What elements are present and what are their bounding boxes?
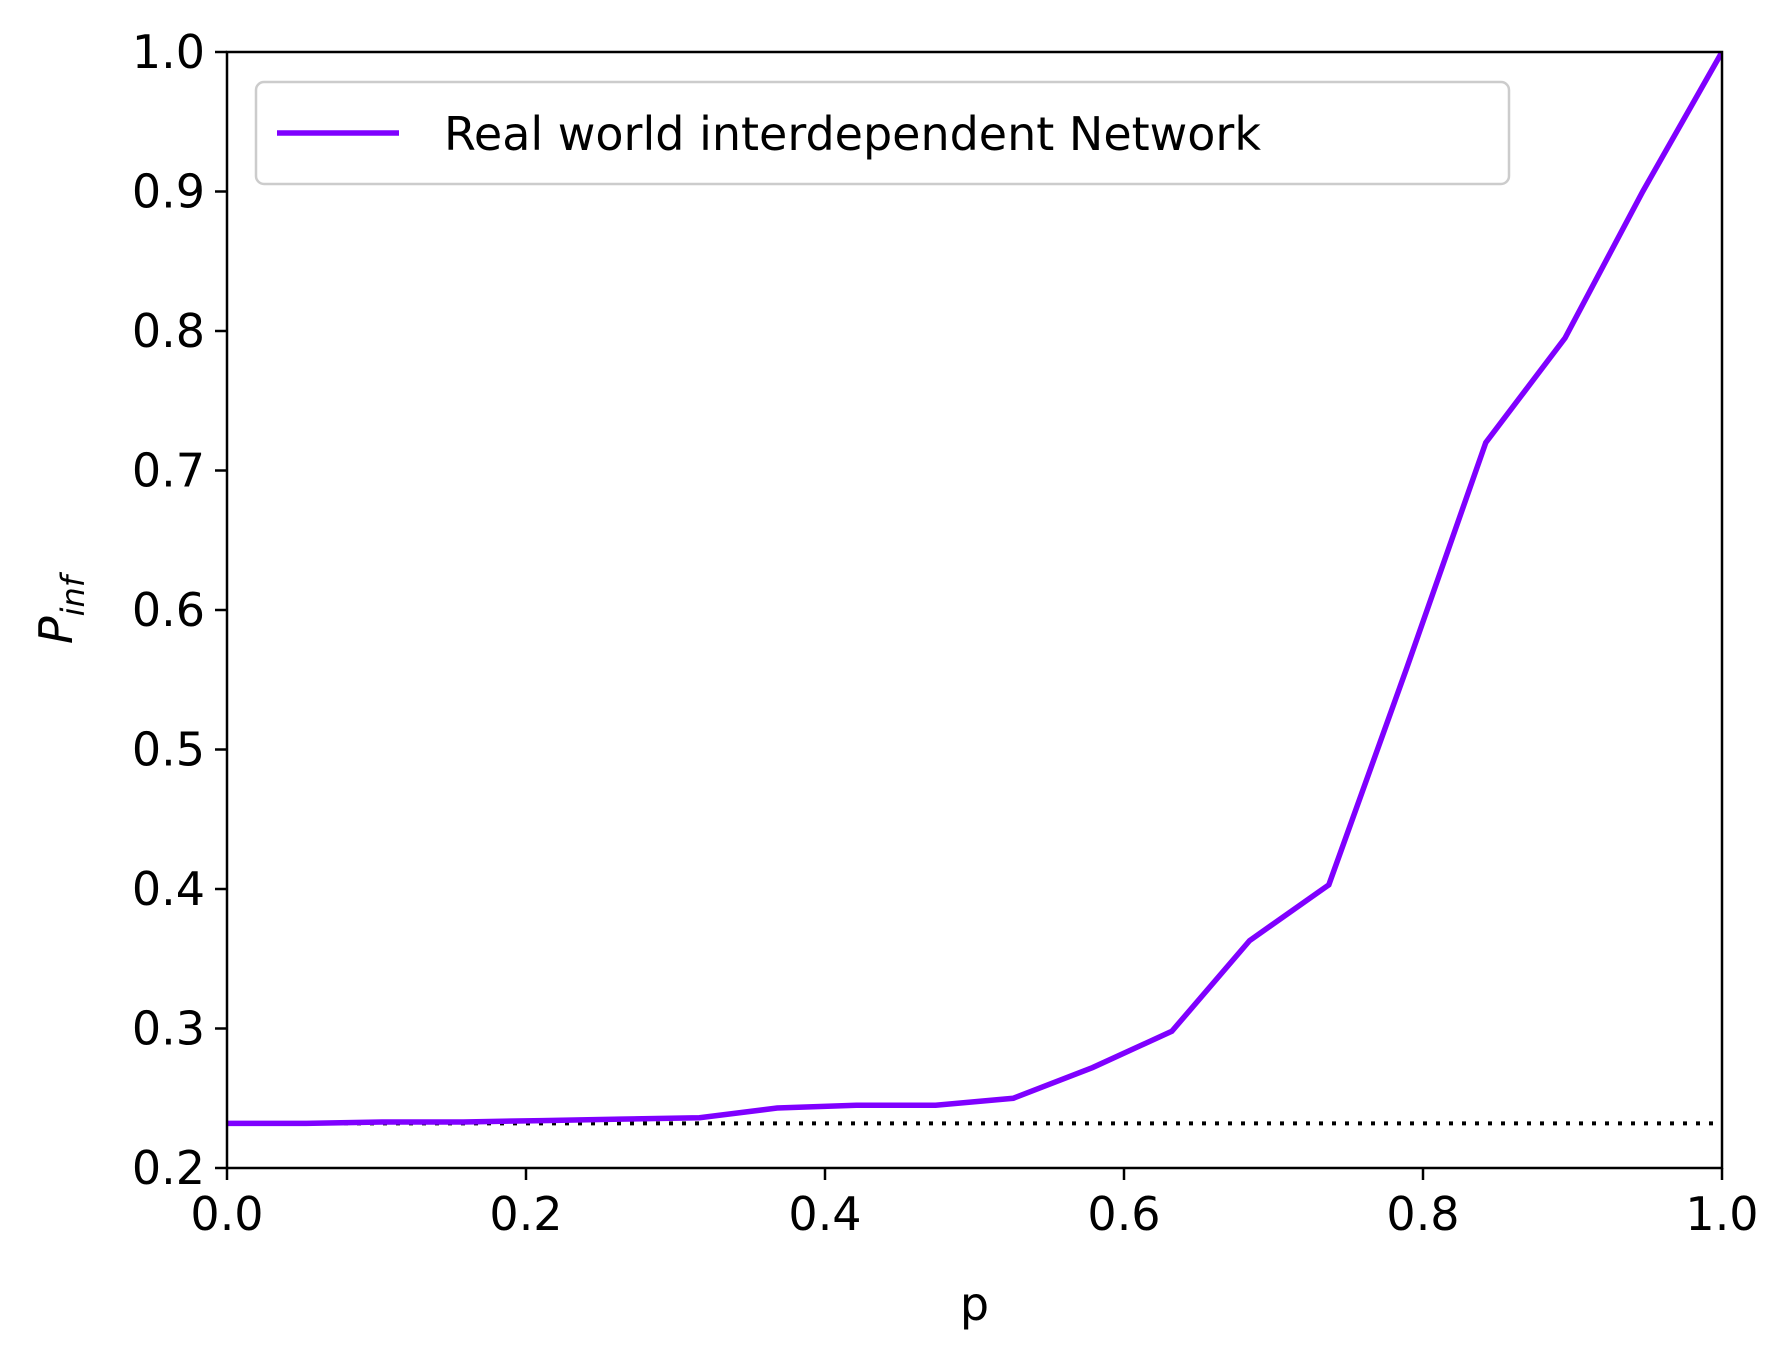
x-tick-label: 0.4 xyxy=(788,1187,861,1241)
y-tick-label: 0.7 xyxy=(132,444,205,498)
y-tick-label: 1.0 xyxy=(132,25,205,79)
legend-box xyxy=(254,80,1511,186)
x-tick-label: 0.8 xyxy=(1386,1187,1459,1241)
y-tick-label: 0.2 xyxy=(132,1141,205,1195)
y-tick-label: 0.5 xyxy=(132,723,205,777)
y-axis-label-subscript: inf xyxy=(54,571,92,616)
x-tick-label: 0.6 xyxy=(1087,1187,1160,1241)
series-line-0 xyxy=(227,52,1722,1127)
y-tick-label: 0.8 xyxy=(132,304,205,358)
y-tick-label: 0.3 xyxy=(132,1002,205,1056)
axes: 0.0 0.2 0.4 0.6 0.8 1.00.20.30.40.50.60.70.80… xyxy=(29,25,1759,1331)
y-tick-label: 0.4 xyxy=(132,862,205,916)
x-axis-label: p xyxy=(960,1277,989,1331)
x-tick-label: 0.0 xyxy=(190,1187,263,1241)
y-axis-label: Pinf xyxy=(29,571,92,644)
y-tick-label: 0.6 xyxy=(132,583,205,637)
plot-area xyxy=(227,52,1722,1127)
y-tick-label: 0.9 xyxy=(132,165,205,219)
y-axis-label-main: P xyxy=(29,616,83,644)
legend-label-0: Real world interdependent Network xyxy=(444,107,1261,161)
x-tick-label: 0.2 xyxy=(489,1187,562,1241)
x-tick-label: 1.0 xyxy=(1685,1187,1758,1241)
legend: Real world interdependent Network xyxy=(254,80,1511,186)
